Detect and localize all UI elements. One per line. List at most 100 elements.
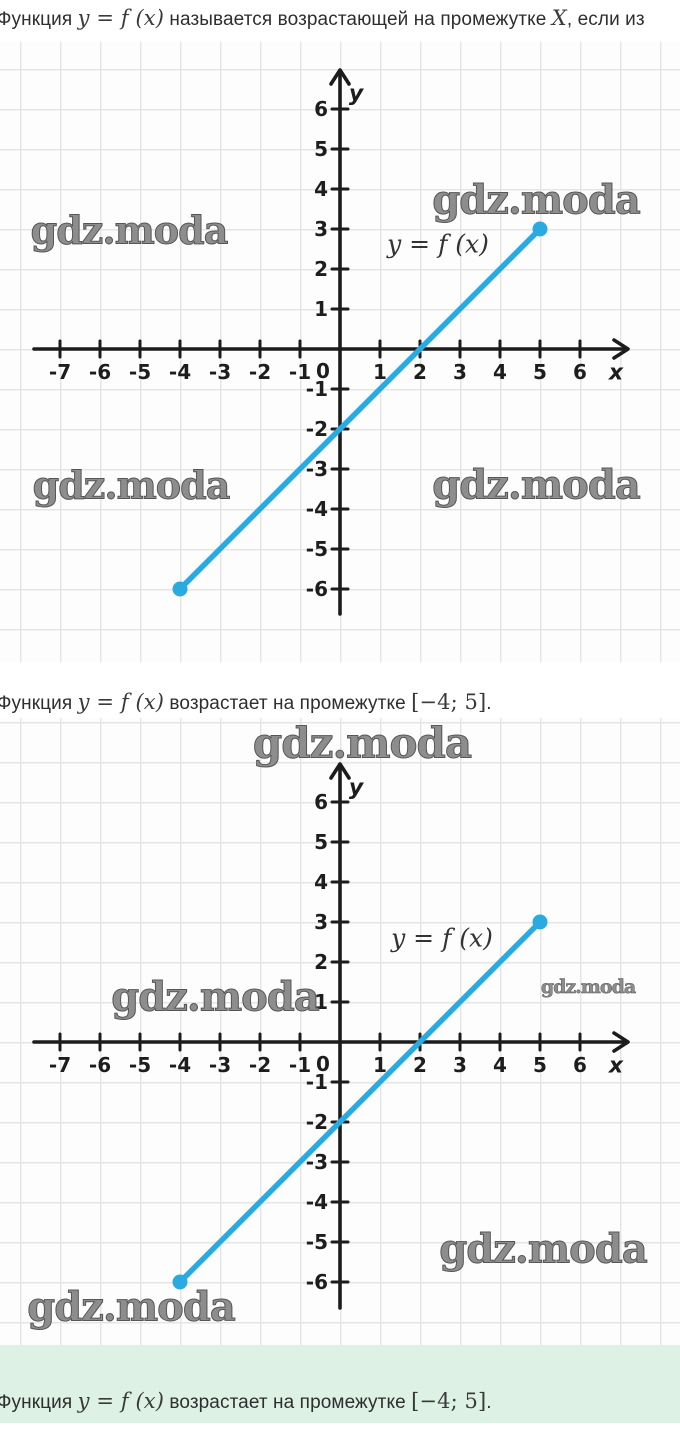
watermark-gdz-moda: gdz.moda — [27, 1283, 236, 1331]
y-tick-label: 2 — [314, 257, 328, 281]
intro-text-pre: Функция — [0, 9, 78, 30]
y-tick-label: -5 — [305, 537, 328, 561]
x-tick-label: 6 — [573, 360, 587, 384]
y-axis-label: y — [348, 775, 364, 801]
x-axis-arrow-icon — [612, 1031, 630, 1053]
chart-1: -7 -6 -5 -4 -3 -2 -1 1 2 3 4 5 6 6 5 4 3 2 1 -1 -2 -3 -4 -5 -6 0 x… — [0, 42, 680, 662]
x-tick-label: -5 — [128, 360, 152, 384]
chart-canvas — [32, 762, 630, 1310]
x-tick-label: -6 — [88, 1053, 112, 1077]
x-tick-label: -2 — [248, 360, 272, 384]
y-tick-label: 6 — [314, 97, 328, 121]
y-tick-label: 4 — [314, 177, 328, 201]
y-axis-arrow-icon — [329, 68, 351, 86]
x-tick-label: 3 — [453, 1053, 467, 1077]
x-axis-label: x — [608, 1053, 624, 1079]
y-tick-label: 1 — [314, 297, 328, 321]
intro-math-function: y = f (x) — [77, 6, 165, 30]
answer-interval: [−4; 5] — [411, 1389, 487, 1413]
intro-text: Функция y = f (x) называется возрастающе… — [0, 6, 680, 31]
caption-text-1: Функция y = f (x) возрастает на промежут… — [0, 690, 680, 715]
x-tick-label: -3 — [208, 1053, 232, 1077]
x-tick-label: -4 — [168, 1053, 192, 1077]
y-tick-label: 4 — [314, 870, 328, 894]
y-tick-label: -6 — [305, 1270, 328, 1294]
x-tick-label: 2 — [413, 360, 427, 384]
y-tick-label: 1 — [314, 990, 328, 1014]
x-tick-label: -2 — [248, 1053, 272, 1077]
y-tick-label: -3 — [305, 457, 328, 481]
watermark-gdz-moda: gdz.moda — [111, 973, 320, 1021]
y-tick-label: -6 — [305, 577, 328, 601]
answer-post: . — [486, 1392, 492, 1413]
y-tick-label: 5 — [314, 137, 328, 161]
caption1-math-function: y = f (x) — [77, 690, 165, 714]
x-tick-label: -1 — [288, 1053, 312, 1077]
y-axis-arrow-icon — [329, 762, 351, 780]
x-tick-label: -3 — [208, 360, 232, 384]
y-tick-label: 3 — [314, 217, 328, 241]
x-tick-label: 1 — [373, 1053, 387, 1077]
intro-text-post: , если из — [566, 9, 645, 30]
y-tick-label: 6 — [314, 790, 328, 814]
watermark-gdz-moda: gdz.moda — [540, 976, 637, 999]
x-tick-label: 6 — [573, 1053, 587, 1077]
answer-text: Функция y = f (x) возрастает на промежут… — [0, 1389, 680, 1414]
answer-band — [0, 1345, 680, 1423]
intro-math-interval-x: X — [551, 6, 567, 30]
y-tick-label: -1 — [305, 377, 328, 401]
origin-label: 0 — [316, 359, 330, 383]
x-axis-arrow-icon — [612, 338, 630, 360]
caption1-interval: [−4; 5] — [411, 690, 487, 714]
endpoint-marker — [532, 914, 548, 930]
x-tick-label: 1 — [373, 360, 387, 384]
chart-2: -7 -6 -5 -4 -3 -2 -1 1 2 3 4 5 6 6 5 4 3 2 1 -1 -2 -3 -4 -5 -6 0 x… — [0, 718, 680, 1345]
intro-text-mid: называется возрастающей на промежутке — [164, 9, 552, 30]
y-tick-label: 3 — [314, 910, 328, 934]
endpoint-marker — [172, 1274, 188, 1290]
caption1-pre: Функция — [0, 693, 78, 714]
x-tick-label: -6 — [88, 360, 112, 384]
watermark-gdz-moda: gdz.moda — [30, 207, 229, 253]
x-tick-label: 3 — [453, 360, 467, 384]
answer-pre: Функция — [0, 1392, 78, 1413]
watermark-gdz-moda: gdz.moda — [432, 176, 641, 224]
x-axis-label: x — [608, 360, 624, 386]
x-tick-label: 5 — [533, 360, 547, 384]
x-tick-label: -7 — [48, 360, 72, 384]
y-tick-label: 2 — [314, 950, 328, 974]
y-tick-label: -2 — [305, 1110, 328, 1134]
x-tick-label: -4 — [168, 360, 192, 384]
origin-label: 0 — [316, 1052, 330, 1076]
chart-canvas — [32, 68, 630, 616]
y-tick-label: -1 — [305, 1070, 328, 1094]
x-tick-label: 4 — [493, 360, 507, 384]
answer-mid: возрастает на промежутке — [164, 1392, 412, 1413]
x-tick-label: -1 — [288, 360, 312, 384]
y-tick-label: 5 — [314, 830, 328, 854]
watermark-gdz-moda: gdz.moda — [439, 1225, 648, 1273]
curve-label: y = f (x) — [391, 923, 493, 953]
y-tick-label: -4 — [305, 497, 328, 521]
answer-math-function: y = f (x) — [77, 1389, 165, 1413]
caption1-mid: возрастает на промежутке — [164, 693, 412, 714]
watermark-gdz-moda: gdz.moda — [32, 462, 231, 508]
y-tick-label: -4 — [305, 1190, 328, 1214]
function-line — [177, 919, 543, 1285]
x-tick-label: -5 — [128, 1053, 152, 1077]
caption1-post: . — [486, 693, 492, 714]
x-tick-label: 5 — [533, 1053, 547, 1077]
watermark-gdz-moda: gdz.moda — [432, 461, 641, 509]
function-line — [177, 226, 543, 592]
y-axis-label: y — [348, 81, 364, 107]
y-tick-label: -2 — [305, 417, 328, 441]
endpoint-marker — [172, 581, 188, 597]
y-tick-label: -5 — [305, 1230, 328, 1254]
x-tick-label: 2 — [413, 1053, 427, 1077]
endpoint-marker — [532, 221, 548, 237]
x-tick-label: 4 — [493, 1053, 507, 1077]
curve-label: y = f (x) — [387, 229, 489, 259]
x-tick-label: -7 — [48, 1053, 72, 1077]
y-tick-label: -3 — [305, 1150, 328, 1174]
